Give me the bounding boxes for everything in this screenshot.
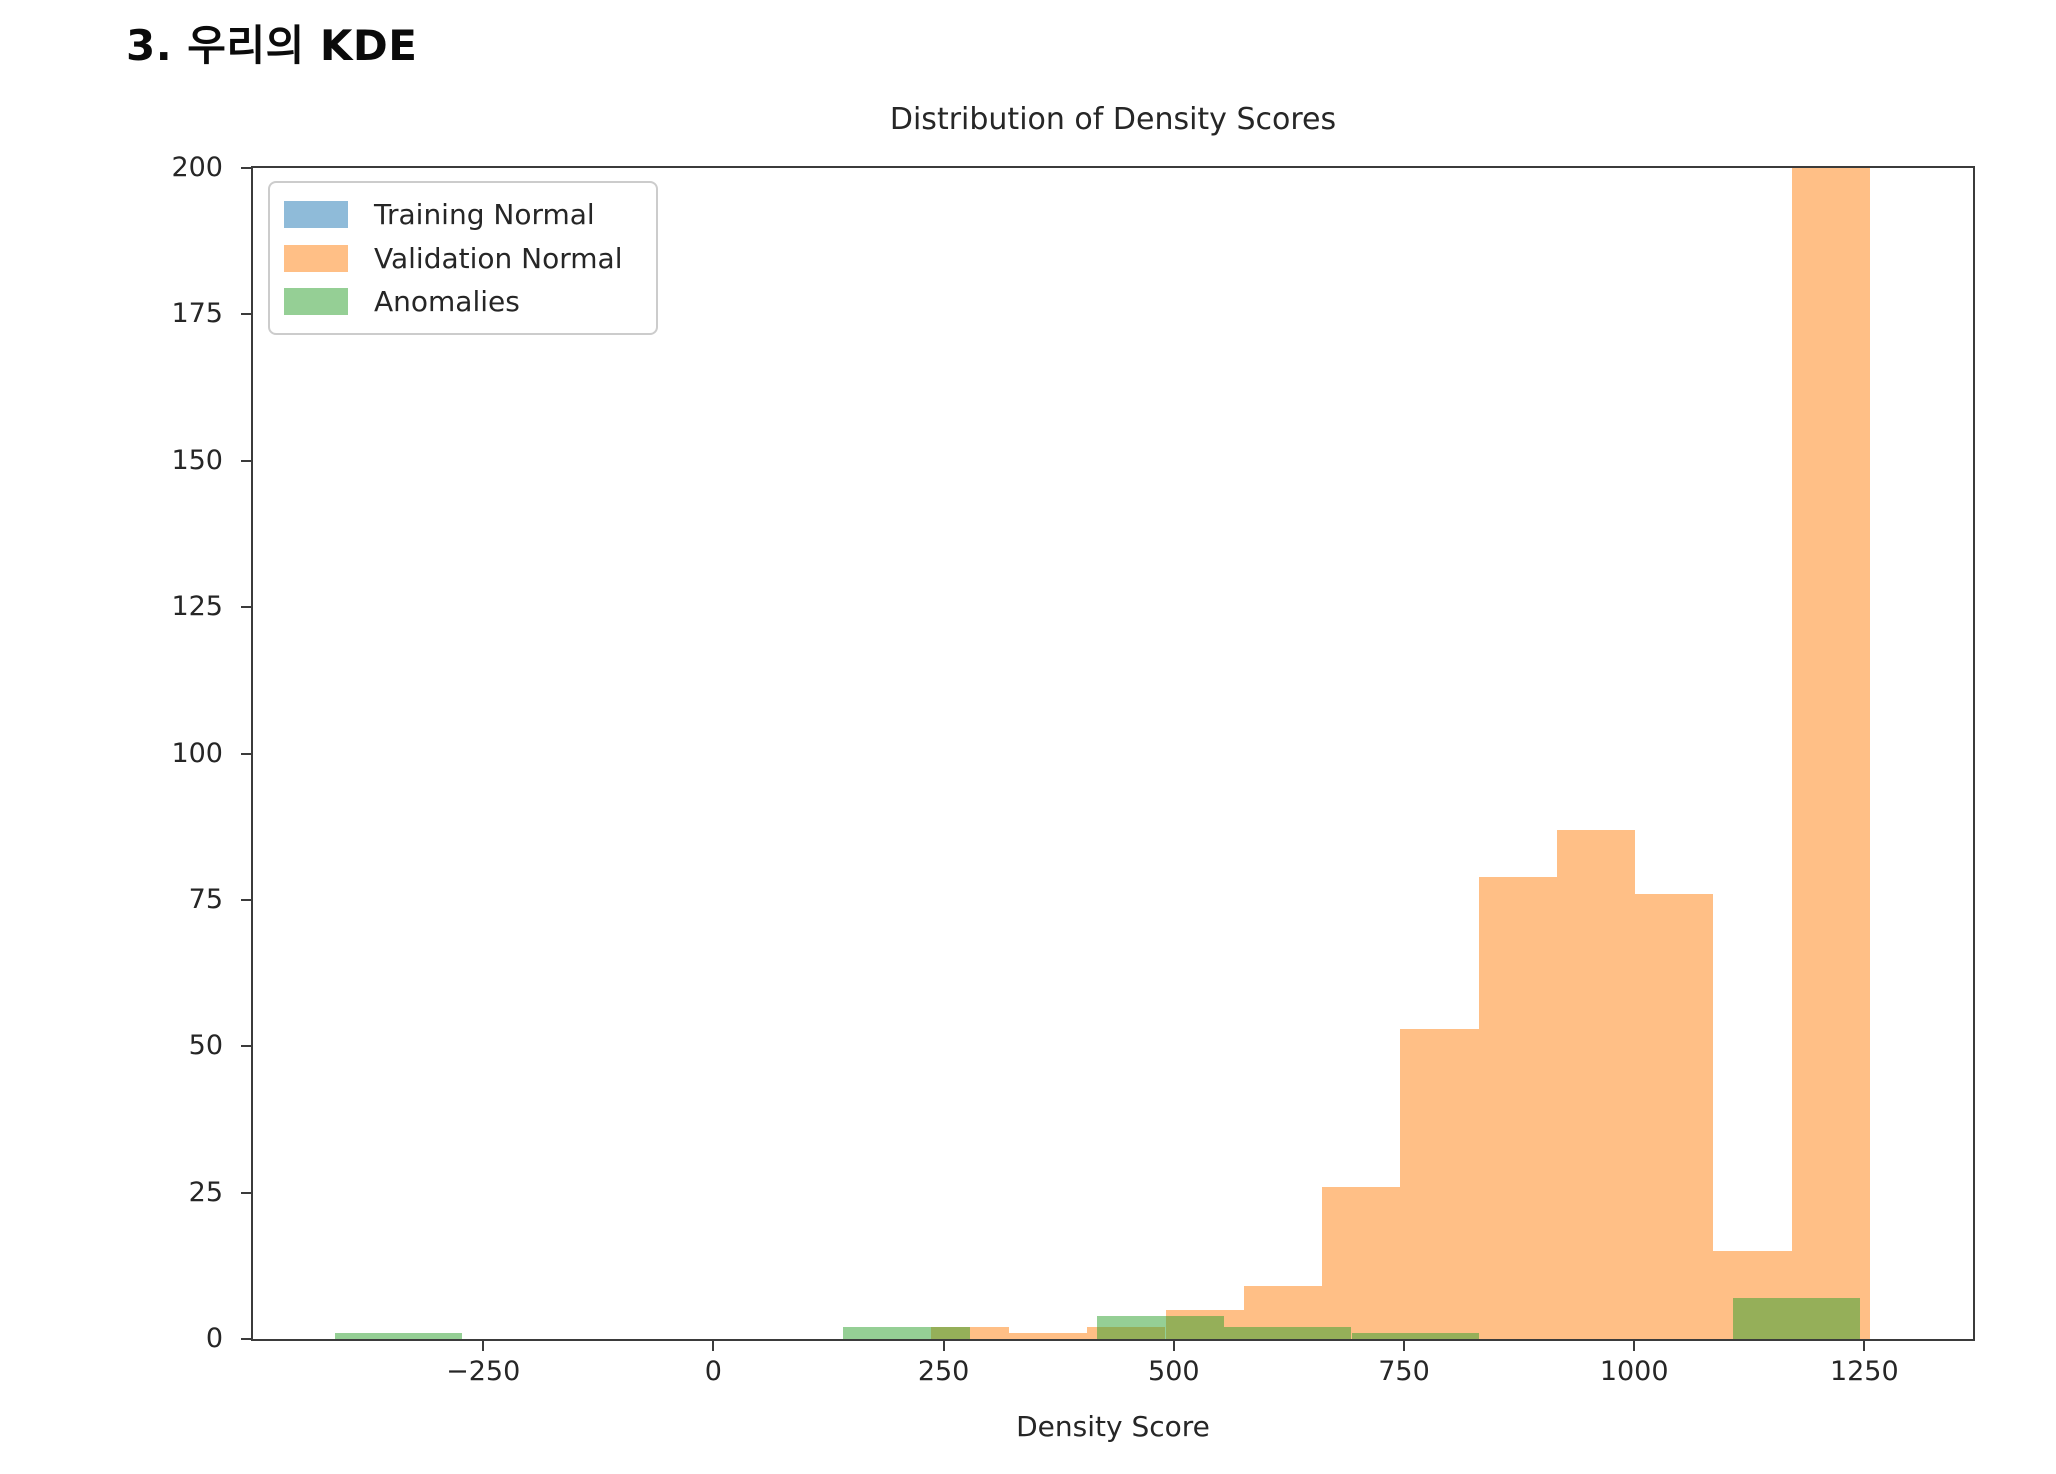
legend: Training Normal Validation Normal Anomalie… <box>268 181 658 335</box>
y-tick-label: 200 <box>171 152 223 183</box>
y-tick-label: 150 <box>171 444 223 476</box>
x-tick-mark <box>1863 1341 1866 1351</box>
y-tick-mark <box>241 459 251 462</box>
y-tick-mark <box>241 167 251 169</box>
histogram-bar-anomalies <box>1097 1315 1225 1339</box>
legend-label: Anomalies <box>374 285 520 318</box>
histogram-bar-anomalies <box>1224 1327 1352 1339</box>
y-tick-label: 125 <box>171 591 223 623</box>
legend-swatch-training-normal <box>284 201 348 228</box>
y-tick-label: 50 <box>188 1030 223 1062</box>
x-tick-mark <box>1172 1341 1175 1351</box>
y-tick-mark <box>241 1338 251 1340</box>
histogram-bar-validation-normal <box>1322 1186 1401 1339</box>
legend-swatch-validation-normal <box>284 244 348 272</box>
x-tick-mark <box>1633 1341 1636 1351</box>
histogram-bar-validation-normal <box>1009 1333 1088 1339</box>
histogram-bar-validation-normal <box>1635 894 1714 1339</box>
plot-area <box>251 166 1975 1341</box>
chart-title: Distribution of Density Scores <box>889 102 1337 137</box>
page-heading: 3. 우리의 KDE <box>126 21 418 70</box>
legend-label: Validation Normal <box>374 241 623 275</box>
y-tick-label: 25 <box>188 1176 223 1208</box>
x-tick-label: 750 <box>1378 1356 1430 1387</box>
x-tick-mark <box>942 1341 945 1351</box>
x-tick-mark <box>712 1341 715 1351</box>
y-tick-mark <box>241 1045 251 1048</box>
y-tick-label: 75 <box>188 883 223 915</box>
histogram-bar-validation-normal <box>1400 1028 1479 1339</box>
legend-row: Validation Normal <box>284 242 642 275</box>
y-tick-label: 0 <box>205 1323 223 1354</box>
histogram-bar-validation-normal <box>1791 168 1870 1339</box>
histogram-bar-anomalies <box>1351 1333 1479 1339</box>
histogram-bar-anomalies <box>843 1327 971 1339</box>
y-tick-label: 175 <box>171 298 223 330</box>
x-tick-label: 500 <box>1148 1356 1200 1387</box>
plot-inner <box>253 168 1973 1339</box>
y-tick-mark <box>241 752 251 755</box>
x-axis-label: Density Score <box>1016 1410 1210 1443</box>
y-tick-mark <box>241 898 251 901</box>
histogram-bar-validation-normal <box>1556 829 1636 1339</box>
y-tick-mark <box>241 606 251 609</box>
histogram-bar-validation-normal <box>1478 876 1557 1339</box>
x-tick-label: 1250 <box>1829 1356 1899 1387</box>
legend-label: Training Normal <box>374 198 595 231</box>
histogram-bar-anomalies <box>1732 1298 1860 1339</box>
x-tick-mark <box>482 1341 485 1351</box>
y-tick-label: 100 <box>171 737 223 769</box>
x-tick-label: 0 <box>704 1356 722 1387</box>
x-tick-label: 1000 <box>1599 1356 1669 1387</box>
y-tick-mark <box>241 313 251 316</box>
x-tick-label: 250 <box>917 1356 970 1387</box>
x-tick-mark <box>1403 1341 1405 1351</box>
legend-swatch-anomalies <box>284 288 348 315</box>
legend-row: Training Normal <box>284 198 642 231</box>
legend-row: Anomalies <box>284 285 642 318</box>
y-tick-mark <box>241 1191 251 1194</box>
x-tick-label: −250 <box>446 1356 521 1387</box>
histogram-bar-anomalies <box>334 1333 462 1339</box>
